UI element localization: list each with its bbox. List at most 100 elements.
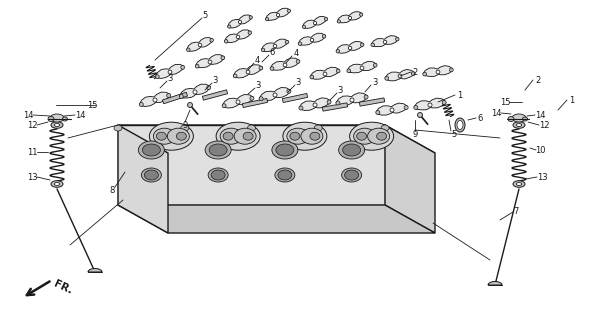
- Ellipse shape: [350, 98, 354, 102]
- Polygon shape: [118, 125, 385, 205]
- Ellipse shape: [278, 170, 292, 180]
- Polygon shape: [302, 17, 327, 28]
- Ellipse shape: [248, 31, 252, 35]
- Polygon shape: [195, 55, 224, 68]
- Ellipse shape: [301, 128, 323, 144]
- Ellipse shape: [353, 128, 375, 144]
- Ellipse shape: [198, 43, 202, 47]
- Polygon shape: [140, 92, 170, 107]
- Ellipse shape: [273, 44, 277, 48]
- Ellipse shape: [259, 66, 263, 70]
- Polygon shape: [266, 8, 290, 20]
- Text: 12: 12: [539, 121, 549, 130]
- Ellipse shape: [342, 168, 362, 182]
- Ellipse shape: [508, 116, 514, 122]
- Ellipse shape: [347, 69, 350, 73]
- Ellipse shape: [337, 20, 340, 23]
- Polygon shape: [179, 84, 210, 98]
- Polygon shape: [228, 15, 252, 28]
- Ellipse shape: [181, 125, 189, 131]
- Ellipse shape: [339, 141, 365, 159]
- Ellipse shape: [336, 69, 340, 73]
- Ellipse shape: [276, 144, 294, 156]
- Polygon shape: [282, 93, 308, 102]
- Ellipse shape: [377, 132, 387, 140]
- Text: 15: 15: [500, 98, 510, 107]
- Ellipse shape: [283, 122, 327, 150]
- Ellipse shape: [141, 168, 162, 182]
- Ellipse shape: [299, 106, 303, 110]
- Ellipse shape: [381, 125, 389, 131]
- Ellipse shape: [207, 85, 211, 90]
- Ellipse shape: [374, 63, 377, 67]
- Ellipse shape: [285, 40, 289, 44]
- Ellipse shape: [144, 170, 159, 180]
- Polygon shape: [371, 36, 399, 47]
- Polygon shape: [414, 98, 446, 110]
- Text: 2: 2: [535, 76, 541, 84]
- Ellipse shape: [48, 116, 54, 122]
- Polygon shape: [222, 94, 253, 108]
- Ellipse shape: [350, 122, 394, 150]
- Ellipse shape: [360, 66, 364, 70]
- Polygon shape: [260, 88, 290, 100]
- Polygon shape: [118, 125, 168, 233]
- Ellipse shape: [414, 106, 418, 109]
- Ellipse shape: [310, 132, 320, 140]
- Ellipse shape: [261, 48, 265, 52]
- Text: 10: 10: [535, 146, 545, 155]
- Ellipse shape: [228, 25, 231, 28]
- Ellipse shape: [266, 18, 268, 21]
- Ellipse shape: [211, 170, 225, 180]
- Ellipse shape: [181, 66, 185, 69]
- Ellipse shape: [156, 132, 166, 140]
- Ellipse shape: [336, 50, 340, 53]
- Polygon shape: [488, 282, 502, 285]
- Ellipse shape: [287, 9, 290, 12]
- Polygon shape: [336, 93, 368, 105]
- Ellipse shape: [343, 144, 361, 156]
- Ellipse shape: [371, 43, 374, 47]
- Ellipse shape: [436, 70, 440, 74]
- Polygon shape: [242, 99, 268, 108]
- Ellipse shape: [259, 97, 263, 101]
- Ellipse shape: [233, 74, 237, 78]
- Ellipse shape: [516, 182, 522, 186]
- Text: 11: 11: [27, 148, 37, 156]
- Ellipse shape: [275, 168, 295, 182]
- Ellipse shape: [272, 141, 298, 159]
- Polygon shape: [323, 103, 347, 111]
- Ellipse shape: [298, 42, 302, 45]
- Ellipse shape: [383, 40, 387, 44]
- Polygon shape: [187, 37, 213, 51]
- Ellipse shape: [193, 90, 197, 94]
- Ellipse shape: [222, 104, 226, 108]
- Polygon shape: [298, 33, 325, 45]
- Polygon shape: [270, 58, 299, 70]
- Ellipse shape: [512, 114, 526, 122]
- Ellipse shape: [310, 75, 314, 79]
- Ellipse shape: [376, 110, 380, 115]
- Ellipse shape: [412, 72, 415, 76]
- Polygon shape: [118, 205, 435, 233]
- Ellipse shape: [248, 125, 255, 131]
- Ellipse shape: [138, 141, 165, 159]
- Text: 4: 4: [293, 49, 299, 58]
- Text: 2: 2: [412, 68, 418, 76]
- Ellipse shape: [348, 46, 352, 50]
- Ellipse shape: [327, 100, 331, 104]
- Text: 4: 4: [254, 55, 260, 65]
- Ellipse shape: [345, 170, 359, 180]
- Ellipse shape: [236, 100, 240, 104]
- Ellipse shape: [249, 16, 252, 19]
- Ellipse shape: [225, 40, 228, 43]
- Ellipse shape: [390, 108, 394, 112]
- Text: 7: 7: [513, 207, 519, 217]
- Ellipse shape: [513, 122, 525, 128]
- Ellipse shape: [205, 141, 231, 159]
- Text: 1: 1: [457, 91, 463, 100]
- Ellipse shape: [283, 63, 287, 67]
- Ellipse shape: [423, 72, 426, 76]
- Text: 3: 3: [295, 77, 301, 86]
- Ellipse shape: [450, 68, 453, 72]
